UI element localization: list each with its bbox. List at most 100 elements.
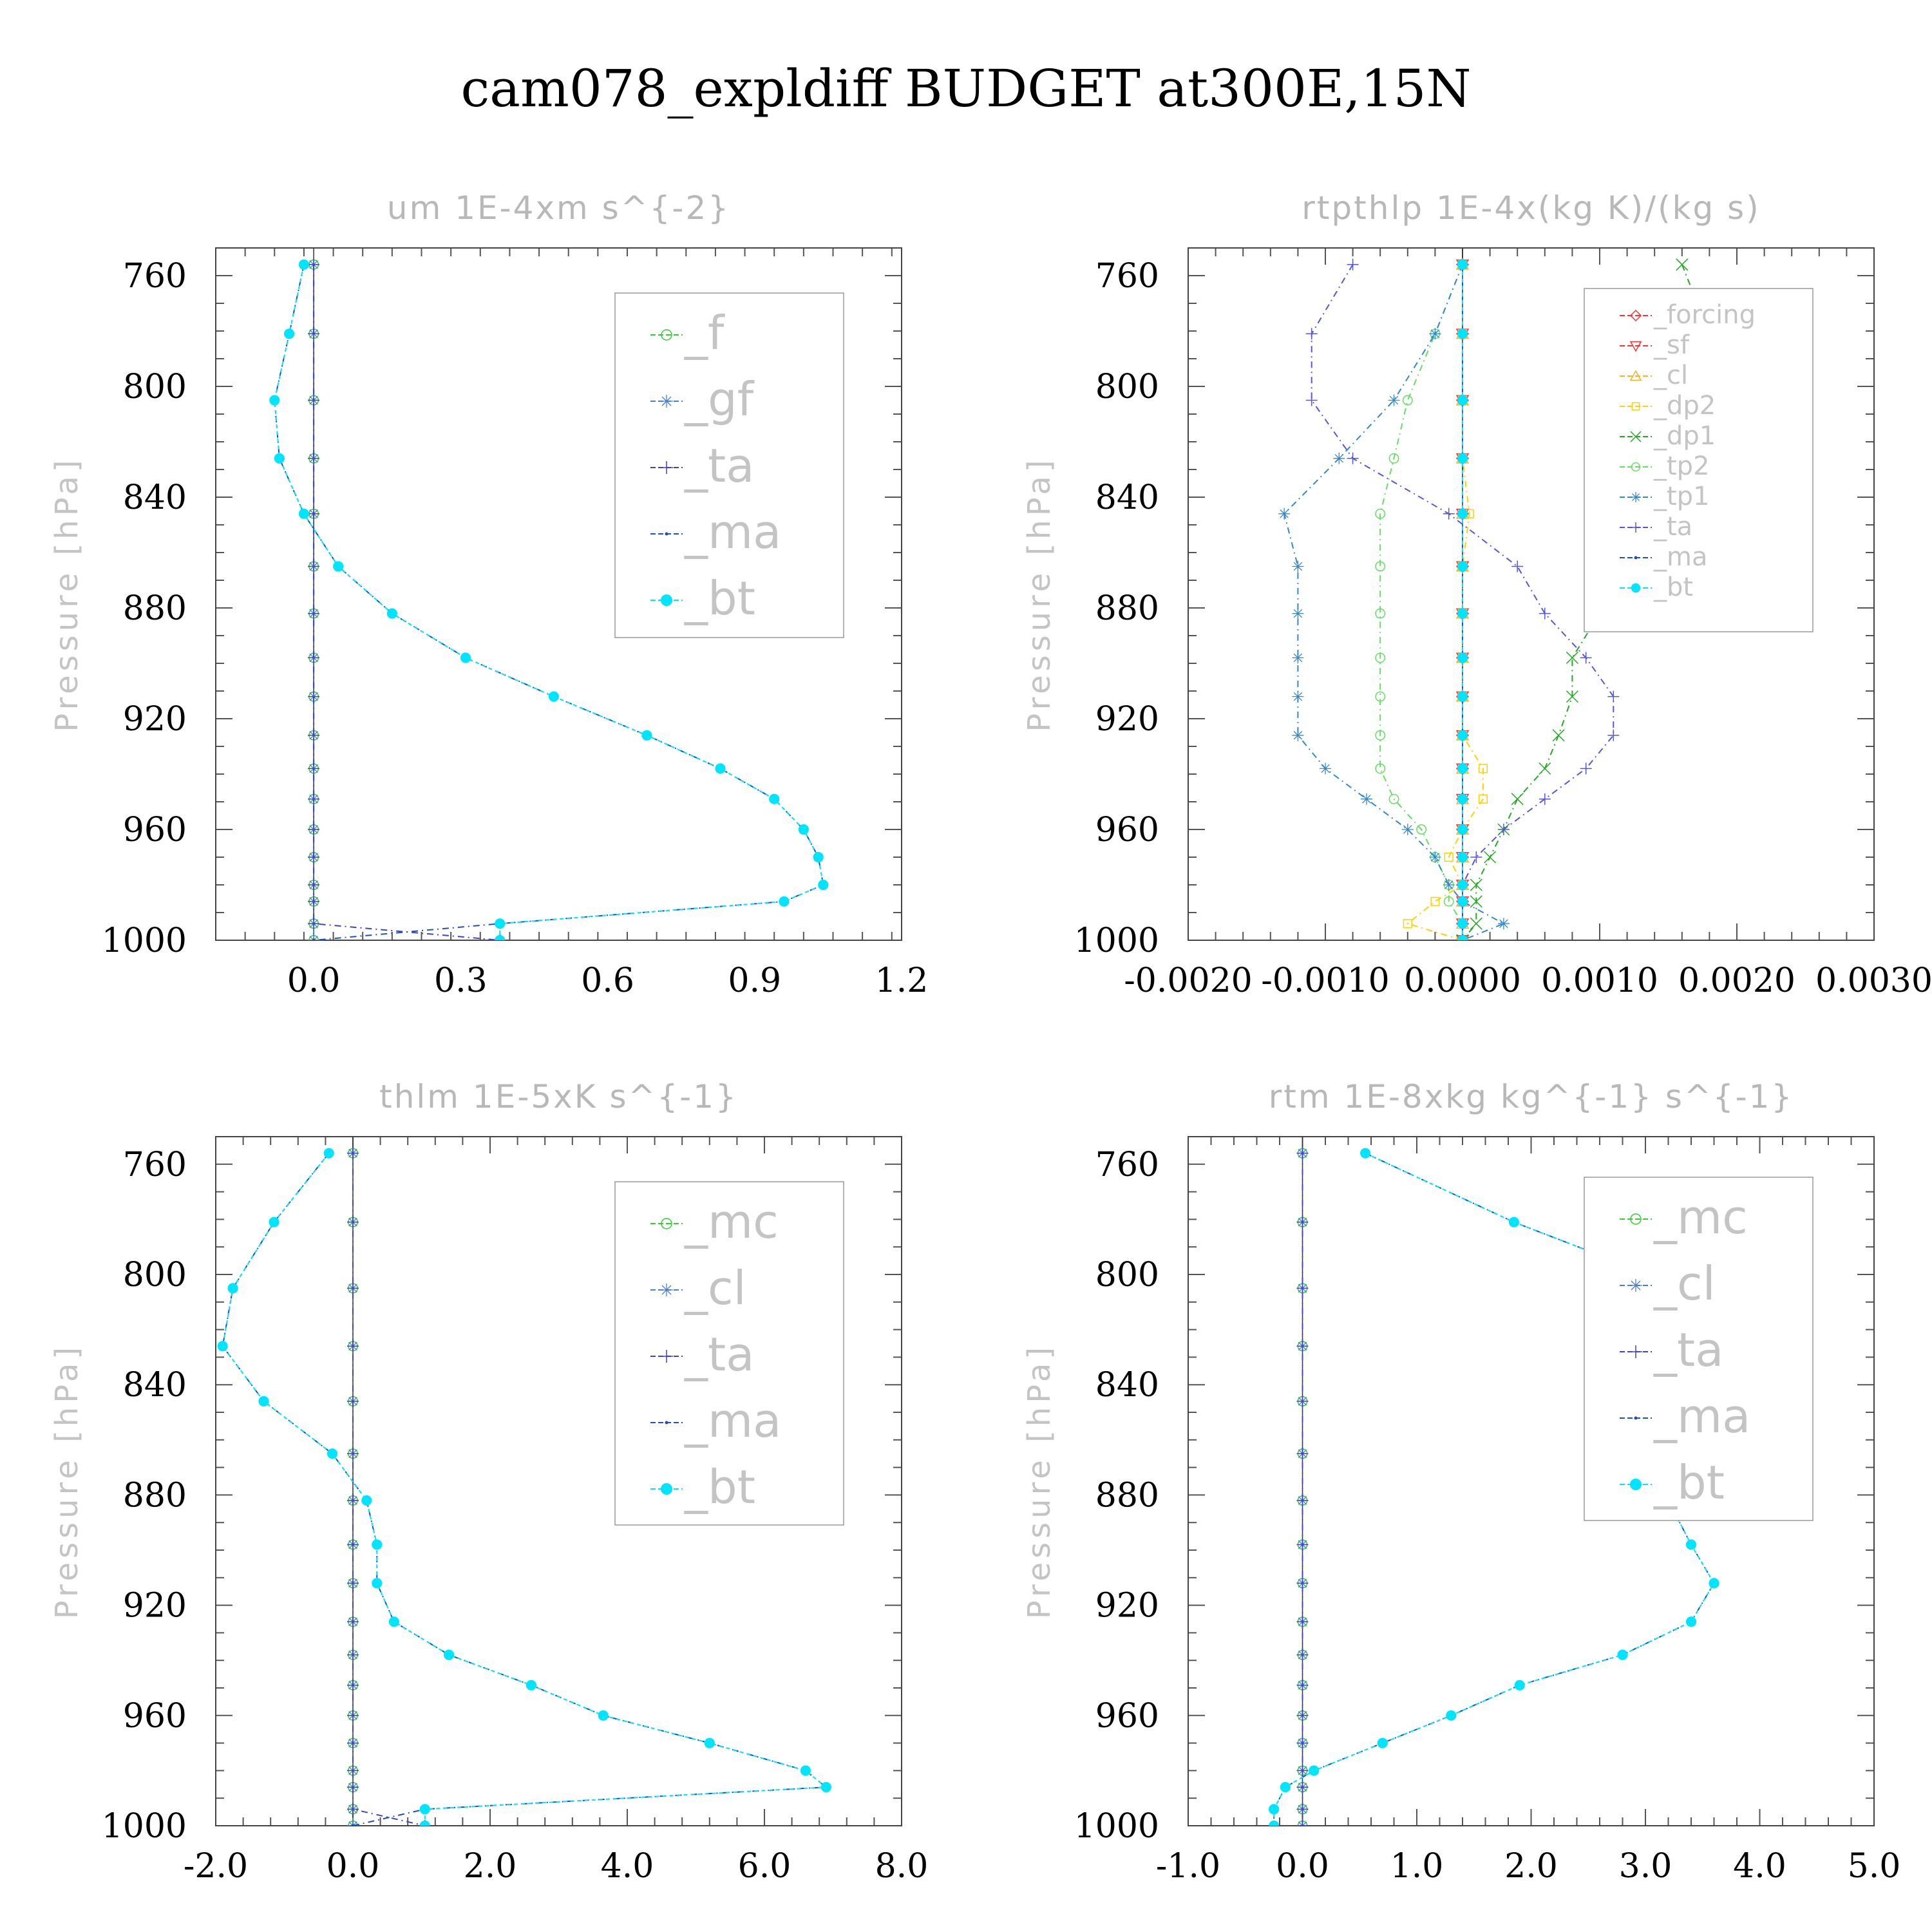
- data-point-ta: [308, 607, 320, 620]
- data-point-tp2: [1388, 793, 1399, 804]
- legend-label: _bt: [684, 571, 755, 625]
- data-point-tp2: [1375, 608, 1386, 619]
- data-point-ta: [308, 328, 320, 340]
- data-point-bt: [298, 508, 310, 519]
- data-point-ta: [1607, 729, 1620, 741]
- legend-marker: [1629, 1345, 1642, 1358]
- legend-marker: [661, 1218, 672, 1229]
- x-tick-label: 4.0: [1733, 1847, 1786, 1886]
- legend-label: _f: [684, 306, 725, 360]
- data-point-bt: [1685, 1539, 1697, 1550]
- data-point-ta: [1511, 560, 1524, 573]
- data-point-tp1: [1443, 879, 1455, 891]
- legend-label: _cl: [684, 1261, 746, 1315]
- data-point-tp1: [1292, 560, 1304, 573]
- data-point-ta: [347, 1340, 359, 1352]
- data-point-dp1: [1511, 793, 1524, 806]
- data-point-bt: [327, 1448, 338, 1459]
- y-axis-label: Pressure [hPa]: [49, 1343, 85, 1619]
- data-point-bt: [818, 879, 829, 891]
- legend-label: _ta: [1653, 512, 1692, 542]
- data-point-bt: [1457, 934, 1468, 940]
- legend-marker: [1634, 1416, 1638, 1420]
- legend-label: _ma: [1653, 542, 1707, 572]
- data-point-ta: [1539, 607, 1551, 620]
- x-tick-label: 0.6: [581, 961, 634, 1000]
- y-tick-label: 760: [1095, 257, 1159, 296]
- data-point-ta: [1296, 1679, 1309, 1691]
- data-point-tp2: [1443, 896, 1454, 907]
- data-point-ta: [1443, 507, 1455, 520]
- data-point-ta: [347, 1395, 359, 1407]
- legend-label: _ma: [1653, 1389, 1750, 1443]
- y-tick-label: 840: [1095, 1366, 1159, 1405]
- legend-marker: [660, 395, 673, 408]
- legend-marker: [1631, 402, 1640, 411]
- data-point-bt: [1457, 691, 1468, 702]
- data-point-bt: [258, 1396, 269, 1406]
- y-axis-label: Pressure [hPa]: [1021, 456, 1057, 732]
- legend-label: _bt: [1653, 573, 1693, 602]
- data-point-tp1: [1388, 394, 1400, 406]
- data-point-ta: [1347, 258, 1359, 270]
- data-point-bt: [526, 1680, 537, 1690]
- legend-marker: [1629, 370, 1642, 381]
- y-tick-label: 1000: [102, 922, 187, 960]
- chart-title: rtm 1E-8xkg kg^{-1} s^{-1}: [1269, 1078, 1794, 1115]
- series-group: [217, 1147, 831, 1826]
- data-point-bt: [1457, 259, 1468, 270]
- chart-thlm: thlm 1E-5xK s^{-1} Pressure [hPa] 760 800 84…: [49, 1078, 928, 1886]
- data-point-ta: [347, 1709, 359, 1721]
- data-point-dp1: [1470, 895, 1482, 908]
- data-point-ta: [1296, 1395, 1309, 1407]
- data-point-dp1: [1470, 917, 1482, 930]
- plot-frame: [215, 1136, 902, 1826]
- series-group: [269, 258, 829, 940]
- data-point-bt: [1457, 453, 1468, 464]
- data-point-ma: [351, 1824, 355, 1826]
- chart-rtm: rtm 1E-8xkg kg^{-1} s^{-1} Pressure [hPa]…: [1021, 1078, 1900, 1886]
- data-point-ta: [308, 793, 320, 805]
- data-point-tp2: [1375, 652, 1386, 663]
- legend-label: _ta: [1653, 1323, 1723, 1377]
- legend-marker: [1630, 1479, 1642, 1490]
- legend-marker: [660, 1350, 673, 1363]
- data-point-ta: [308, 258, 320, 270]
- data-point-ta: [308, 918, 320, 930]
- data-point-bt: [1457, 879, 1468, 891]
- data-point-ta: [347, 1803, 359, 1815]
- data-point-dp1: [1566, 651, 1578, 664]
- x-tick-label: -0.0010: [1261, 961, 1390, 1000]
- series-line-dp2: [1406, 264, 1484, 940]
- y-tick-label: 960: [123, 1697, 187, 1736]
- data-point-bt: [1377, 1738, 1388, 1748]
- x-tick-label: -0.0020: [1124, 961, 1253, 1000]
- data-point-dp1: [1676, 258, 1689, 271]
- legend: _f _gf _ta _ma _bt: [614, 292, 844, 638]
- y-tick-label: 880: [123, 589, 187, 628]
- legend-marker: [1631, 462, 1641, 472]
- legend-label: _gf: [684, 372, 755, 426]
- data-point-bt: [323, 1148, 334, 1159]
- y-tick-label: 960: [1095, 1697, 1159, 1736]
- data-point-tp2: [1388, 453, 1399, 464]
- data-point-ta: [1296, 1494, 1309, 1506]
- data-point-bt: [598, 1710, 609, 1721]
- data-point-tp2: [1375, 763, 1386, 774]
- data-point-ta: [1305, 328, 1318, 340]
- series-line-dp1: [1462, 264, 1738, 940]
- data-point-bt: [779, 896, 790, 907]
- legend-label: _dp1: [1653, 421, 1716, 451]
- data-point-bt: [1280, 1781, 1291, 1793]
- data-point-tp2: [1375, 730, 1386, 741]
- data-point-bt: [1457, 793, 1468, 804]
- y-tick-label: 760: [123, 257, 187, 296]
- data-point-bt: [1685, 1616, 1697, 1627]
- legend-label: _cl: [1653, 361, 1688, 390]
- data-point-ta: [1497, 824, 1510, 835]
- data-point-ta: [347, 1494, 359, 1506]
- x-tick-label: 3.0: [1619, 1847, 1672, 1886]
- x-tick-label: 0.0000: [1404, 961, 1521, 1000]
- y-axis-label: Pressure [hPa]: [1021, 1343, 1057, 1619]
